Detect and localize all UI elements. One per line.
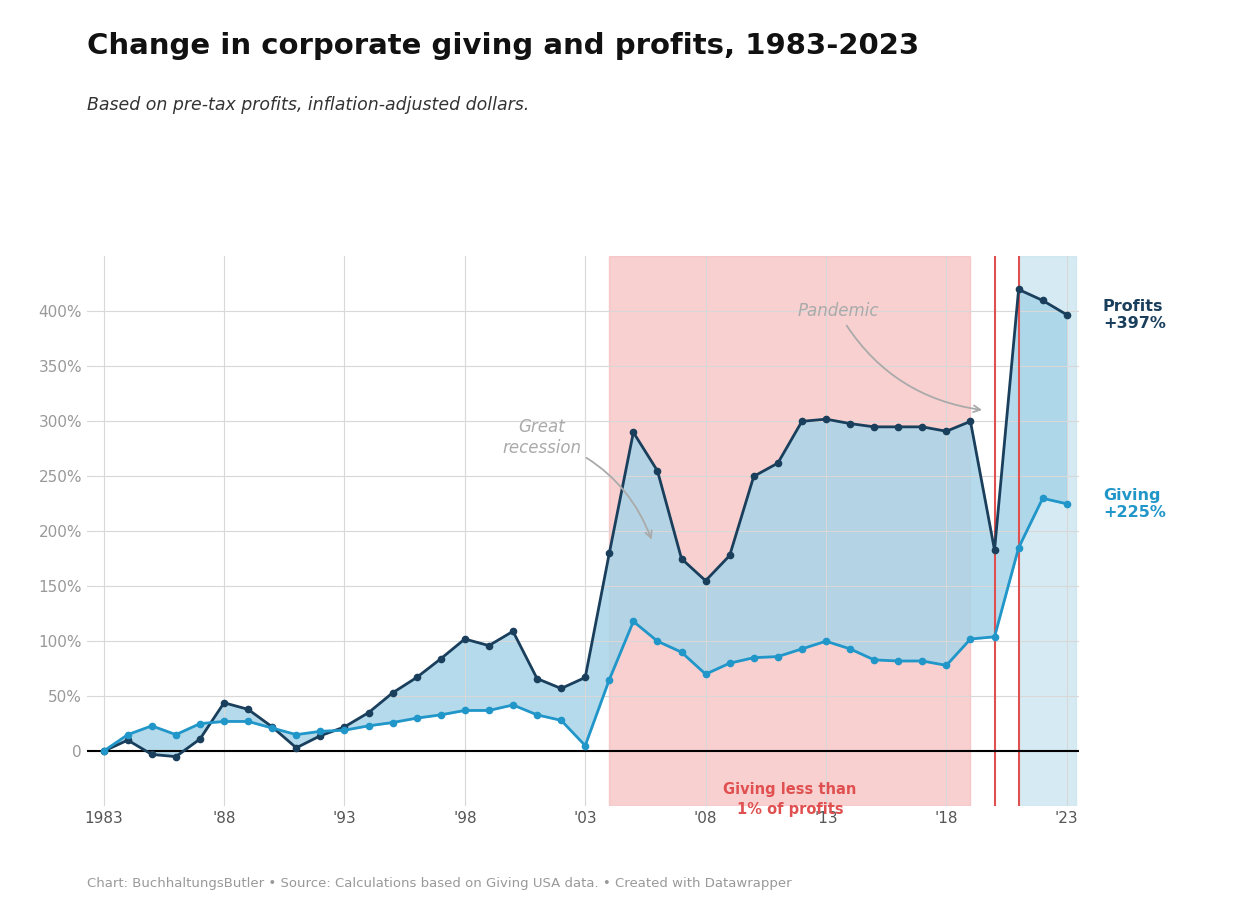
Text: Pandemic: Pandemic bbox=[797, 302, 980, 412]
Text: Chart: BuchhaltungsButler • Source: Calculations based on Giving USA data. • Cre: Chart: BuchhaltungsButler • Source: Calc… bbox=[87, 878, 791, 890]
Text: Giving
+225%: Giving +225% bbox=[1102, 487, 1166, 520]
Text: Based on pre-tax profits, inflation-adjusted dollars.: Based on pre-tax profits, inflation-adju… bbox=[87, 96, 529, 114]
Bar bbox=[609, 256, 971, 806]
Text: Profits
+397%: Profits +397% bbox=[1102, 299, 1166, 331]
Text: Great
recession: Great recession bbox=[502, 419, 652, 538]
Bar bbox=[1018, 256, 1076, 806]
Text: Change in corporate giving and profits, 1983-2023: Change in corporate giving and profits, … bbox=[87, 32, 919, 60]
Text: Giving less than
1% of profits: Giving less than 1% of profits bbox=[723, 782, 857, 817]
